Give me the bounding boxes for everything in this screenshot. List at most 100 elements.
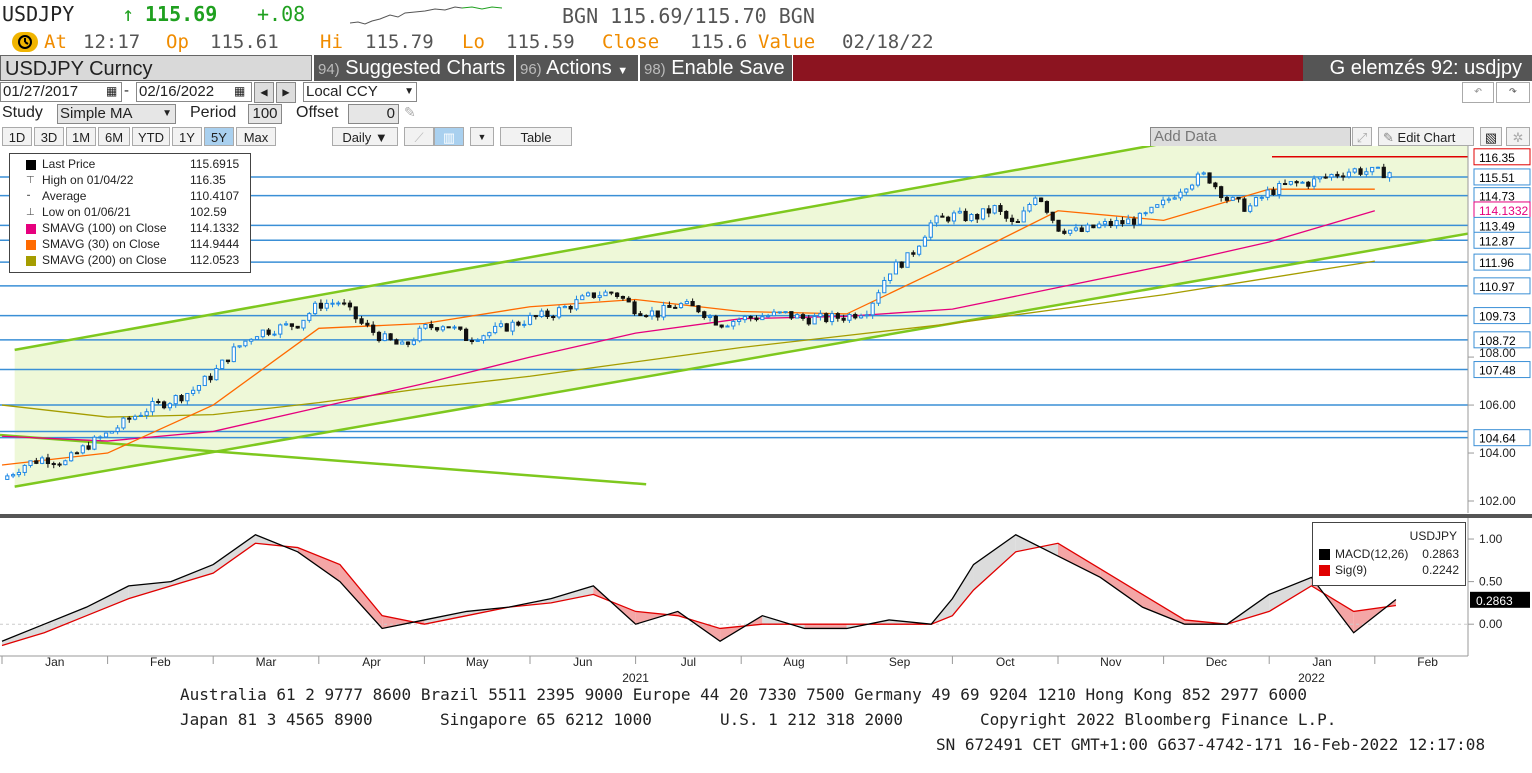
candle-body [74, 452, 80, 455]
range-button-6m[interactable]: 6M [98, 127, 130, 146]
range-button-1m[interactable]: 1M [66, 127, 96, 146]
study-label: Study [2, 104, 43, 121]
gear-icon[interactable]: ✲ [1506, 127, 1530, 146]
candle-body [1346, 171, 1352, 178]
chart-settings-icon[interactable]: ▧ [1480, 127, 1502, 146]
macd-fill [804, 624, 847, 629]
line-chart-icon[interactable]: ⟋ [404, 127, 434, 146]
candle-body [1335, 173, 1340, 177]
suggested-label: Suggested Charts [345, 57, 506, 79]
candle-body [998, 205, 1003, 212]
candle-body [661, 304, 666, 318]
panel-divider[interactable] [0, 514, 1532, 518]
candle-body [899, 261, 904, 268]
legend-row: SMAVG (30) on Close 114.9444 [14, 237, 246, 253]
at-label: At [44, 31, 67, 53]
calendar-icon[interactable]: ▦ [234, 84, 246, 98]
security-field[interactable]: USDJPY Curncy [0, 55, 312, 81]
candle-body [1056, 219, 1061, 232]
table-button[interactable]: Table [500, 127, 572, 146]
candle-body [1364, 171, 1369, 175]
x-tick-label: Nov [1100, 655, 1121, 669]
prev-period-button[interactable]: ◀ [254, 82, 274, 103]
period-input[interactable]: 100 [248, 104, 282, 124]
chart-title-text: G elemzés 92: usdjpy [1329, 57, 1522, 79]
legend-value: 115.6915 [190, 157, 240, 171]
suggested-charts-button[interactable]: 94) Suggested Charts [314, 55, 514, 81]
price-tag-box [1473, 277, 1531, 295]
range-button-1y[interactable]: 1Y [172, 127, 202, 146]
legend-label: Average [42, 189, 87, 203]
ticker: USDJPY [2, 2, 75, 26]
candle-body [1190, 184, 1195, 190]
candle-body [725, 325, 730, 328]
pencil-icon: ✎ [1383, 130, 1394, 145]
candle-body [1282, 183, 1288, 186]
offset-input[interactable]: 0 [348, 104, 399, 124]
legend-label: Last Price [42, 157, 96, 171]
candle-body [1033, 197, 1038, 206]
calendar-icon[interactable]: ▦ [106, 84, 118, 98]
candle-body [231, 346, 236, 363]
candle-body [1120, 220, 1125, 225]
candle-body [1172, 197, 1177, 200]
candle-body [678, 303, 684, 309]
candle-body [615, 292, 620, 297]
redo-icon[interactable]: ↷ [1496, 82, 1530, 103]
currency-select[interactable]: Local CCY ▼ [303, 82, 417, 102]
range-button-ytd[interactable]: YTD [132, 127, 170, 146]
value-date: 02/18/22 [842, 31, 934, 53]
actions-button[interactable]: 96) Actions ▼ [516, 55, 638, 81]
add-data-input[interactable]: Add Data [1150, 127, 1351, 147]
candle-body [1039, 197, 1044, 203]
candle-body [562, 305, 567, 309]
enable-save-button[interactable]: 98) Enable Save [640, 55, 792, 81]
candle-body [1213, 182, 1218, 188]
chart-title: G elemzés 92: usdjpy [1303, 55, 1532, 81]
candle-body [795, 314, 800, 319]
edit-chart-button[interactable]: ✎ Edit Chart [1378, 127, 1474, 146]
ma-line-2 [1, 210, 1375, 442]
candle-body [644, 315, 649, 318]
candle-body [783, 311, 788, 314]
study-select[interactable]: Simple MA ▼ [57, 104, 176, 124]
footer-japan: Japan 81 3 4565 8900 [180, 710, 373, 729]
frequency-select[interactable]: Daily ▼ [332, 127, 398, 146]
macd-fill [128, 581, 171, 599]
chart-type-dropdown-icon[interactable]: ▼ [470, 127, 494, 146]
candle-body [324, 302, 329, 309]
candle-body [249, 338, 254, 342]
legend-value: 0.2863 [1422, 547, 1459, 561]
undo-icon[interactable]: ↶ [1462, 82, 1494, 103]
candle-body [841, 317, 846, 321]
candle-body [237, 345, 242, 348]
candle-body [754, 317, 759, 321]
candle-body [992, 205, 997, 214]
candle-body [922, 236, 928, 247]
date-from-input[interactable]: 01/27/2017 [0, 82, 122, 102]
candle-body [1341, 175, 1346, 178]
range-button-3d[interactable]: 3D [34, 127, 64, 146]
alarm-clock-icon[interactable] [12, 32, 38, 52]
ma-line-3 [1, 260, 1375, 418]
date-to-input[interactable]: 02/16/2022 [136, 82, 252, 102]
price-tag-box [1473, 148, 1531, 166]
range-button-1d[interactable]: 1D [2, 127, 32, 146]
expand-icon[interactable]: ⤢ [1352, 127, 1372, 146]
range-button-5y[interactable]: 5Y [204, 127, 234, 146]
candle-body [806, 317, 811, 325]
macd-fill [1058, 543, 1101, 578]
pencil-icon[interactable]: ✎ [404, 104, 416, 120]
candle-body [208, 375, 213, 381]
candle-chart-icon[interactable]: ▥ [434, 127, 464, 146]
legend-swatch: ⊥ [26, 207, 35, 218]
macd-fill [382, 615, 425, 629]
candle-body [1062, 230, 1067, 234]
range-button-max[interactable]: Max [236, 127, 276, 146]
next-period-button[interactable]: ▶ [276, 82, 296, 103]
price-chart[interactable]: 116.35115.51114.73114.1332113.49112.8711… [0, 146, 1532, 686]
price-tag-box [1473, 361, 1531, 379]
candle-body [568, 305, 573, 310]
candle-body [243, 340, 248, 347]
candle-body [975, 214, 980, 220]
